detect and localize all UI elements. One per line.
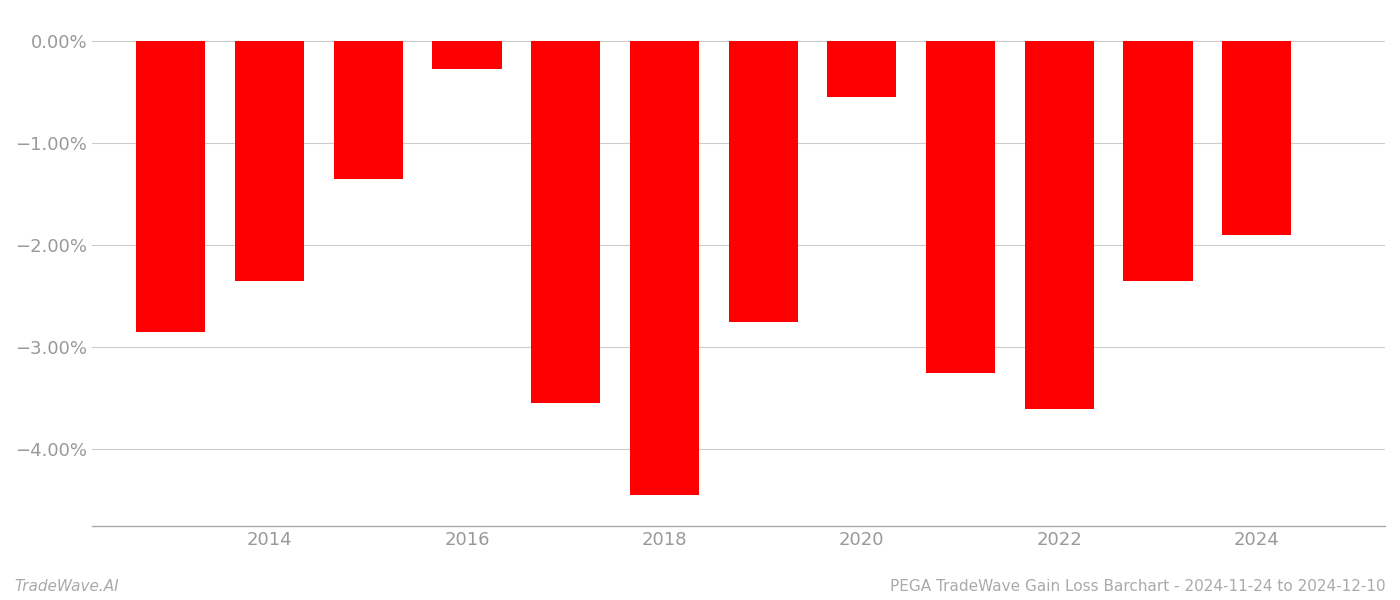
Bar <box>630 41 699 496</box>
Bar <box>827 41 896 97</box>
Bar <box>925 41 995 373</box>
Text: PEGA TradeWave Gain Loss Barchart - 2024-11-24 to 2024-12-10: PEGA TradeWave Gain Loss Barchart - 2024… <box>890 579 1386 594</box>
Bar <box>136 41 206 332</box>
Bar <box>728 41 798 322</box>
Bar <box>433 41 501 69</box>
Bar <box>333 41 403 179</box>
Bar <box>531 41 601 403</box>
Bar <box>235 41 304 281</box>
Text: TradeWave.AI: TradeWave.AI <box>14 579 119 594</box>
Bar <box>1123 41 1193 281</box>
Bar <box>1222 41 1291 235</box>
Bar <box>1025 41 1093 409</box>
